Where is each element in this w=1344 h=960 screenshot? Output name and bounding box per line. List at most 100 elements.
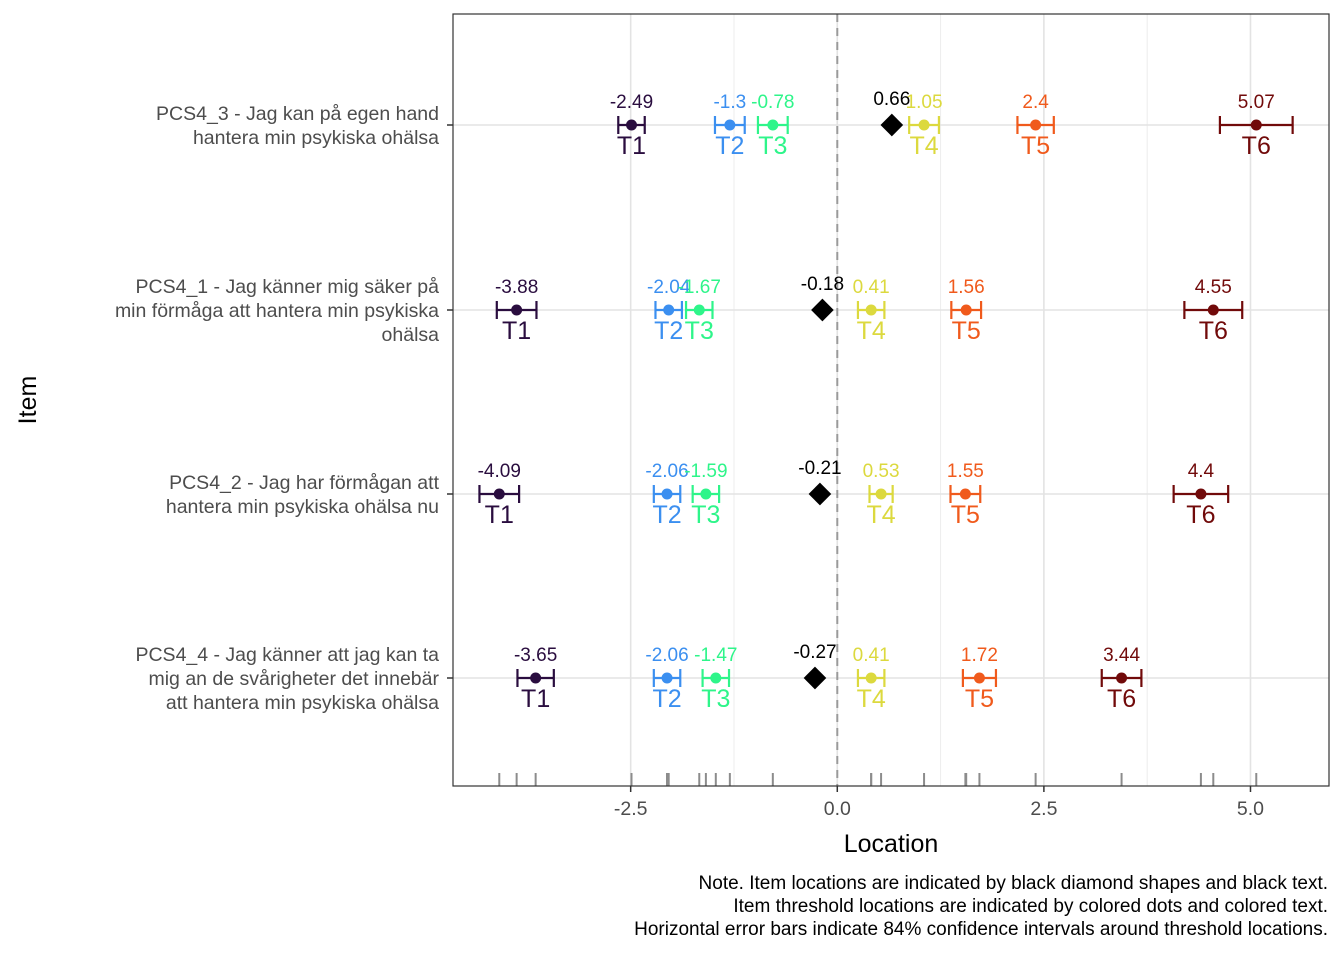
threshold-name-label: T1 [617, 132, 646, 160]
x-tick-label: 0.0 [824, 798, 851, 820]
threshold-point [1250, 119, 1262, 131]
y-tick-label: PCS4_1 - Jag känner mig säker på [136, 276, 440, 298]
note-line-2: Item threshold locations are indicated b… [733, 896, 1328, 917]
threshold-value-label: 3.44 [1103, 645, 1140, 666]
threshold-name-label: T4 [866, 501, 895, 529]
threshold-value-label: -2.49 [610, 92, 653, 113]
threshold-name-label: T6 [1199, 317, 1228, 345]
threshold-point [530, 672, 542, 684]
threshold-point [767, 119, 779, 131]
threshold-value-label: 0.53 [863, 461, 900, 482]
y-tick-label: hantera min psykiska ohälsa [193, 127, 439, 149]
threshold-name-label: T2 [715, 132, 744, 160]
item-location-label: -0.27 [793, 642, 836, 663]
item-location-diamond [811, 298, 834, 322]
y-axis-title: Item [14, 376, 42, 425]
threshold-point [511, 304, 523, 316]
item-location-label: -0.18 [801, 274, 844, 295]
threshold-value-label: -3.65 [514, 645, 557, 666]
threshold-name-label: T6 [1242, 132, 1271, 160]
threshold-value-label: 4.55 [1195, 277, 1232, 298]
threshold-value-label: -2.04 [647, 277, 691, 298]
threshold-name-label: T1 [502, 317, 531, 345]
threshold-value-label: -4.09 [478, 461, 521, 482]
y-tick-label: PCS4_3 - Jag kan på egen hand [156, 103, 439, 125]
note-line-3: Horizontal error bars indicate 84% confi… [634, 919, 1328, 940]
threshold-value-label: 0.41 [853, 277, 890, 298]
chart-notes: Note. Item locations are indicated by bl… [634, 872, 1328, 941]
threshold-name-label: T4 [909, 132, 938, 160]
y-tick-label: hantera min psykiska ohälsa nu [166, 496, 439, 518]
item-location-diamond [808, 482, 832, 506]
threshold-name-label: T5 [952, 317, 981, 345]
threshold-point [959, 488, 971, 500]
note-line-1: Note. Item locations are indicated by bl… [698, 873, 1328, 894]
threshold-point [1195, 488, 1207, 500]
x-tick-label: 2.5 [1030, 798, 1057, 820]
threshold-point [875, 488, 887, 500]
threshold-name-label: T4 [857, 317, 886, 345]
threshold-value-label: 1.05 [906, 92, 943, 113]
threshold-value-label: -3.88 [495, 277, 538, 298]
threshold-value-label: -1.47 [694, 645, 737, 666]
threshold-point [973, 672, 985, 684]
threshold-value-label: 0.41 [853, 645, 890, 666]
y-tick-label: att hantera min psykiska ohälsa [166, 692, 439, 714]
threshold-point [1030, 119, 1042, 131]
x-axis-title: Location [844, 830, 939, 858]
threshold-point [865, 672, 877, 684]
threshold-value-label: -1.59 [684, 461, 727, 482]
threshold-name-label: T4 [857, 685, 886, 713]
threshold-name-label: T5 [951, 501, 980, 529]
threshold-point [724, 119, 736, 131]
threshold-point [710, 672, 722, 684]
y-tick-label: PCS4_4 - Jag känner att jag kan ta [135, 644, 439, 666]
threshold-point [661, 672, 673, 684]
threshold-point [626, 119, 638, 131]
y-tick-label: min förmåga att hantera min psykiska [115, 300, 439, 322]
threshold-value-label: -0.78 [751, 92, 794, 113]
y-tick-label: ohälsa [382, 324, 440, 346]
threshold-point [1116, 672, 1128, 684]
threshold-point [865, 304, 877, 316]
y-tick-label: PCS4_2 - Jag har förmågan att [169, 472, 439, 494]
x-tick-label: -2.5 [614, 798, 648, 820]
item-location-diamond [803, 666, 827, 690]
threshold-value-label: 1.55 [947, 461, 984, 482]
threshold-name-label: T3 [691, 501, 720, 529]
threshold-value-label: 1.72 [961, 645, 998, 666]
threshold-value-label: 5.07 [1238, 92, 1275, 113]
threshold-name-label: T3 [701, 685, 730, 713]
threshold-name-label: T2 [654, 317, 683, 345]
threshold-name-label: T6 [1107, 685, 1136, 713]
threshold-name-label: T5 [1021, 132, 1050, 160]
threshold-value-label: -2.06 [645, 645, 688, 666]
threshold-name-label: T5 [965, 685, 994, 713]
threshold-name-label: T3 [685, 317, 714, 345]
threshold-point [960, 304, 972, 316]
threshold-value-label: -2.06 [645, 461, 688, 482]
y-tick-label: mig an de svårigheter det innebär [148, 668, 439, 690]
plot-panel [453, 14, 1329, 786]
threshold-name-label: T2 [652, 685, 681, 713]
threshold-point [693, 304, 705, 316]
threshold-name-label: T1 [521, 685, 550, 713]
plot-border [452, 13, 1330, 787]
threshold-value-label: -1.3 [713, 92, 746, 113]
threshold-value-label: 4.4 [1188, 461, 1215, 482]
threshold-name-label: T6 [1186, 501, 1215, 529]
item-location-label: 0.66 [873, 89, 910, 110]
item-location-label: -0.21 [798, 458, 841, 479]
threshold-name-label: T3 [758, 132, 787, 160]
threshold-point [918, 119, 930, 131]
threshold-point [1207, 304, 1219, 316]
x-tick-label: 5.0 [1237, 798, 1264, 820]
threshold-point [663, 304, 675, 316]
threshold-point [700, 488, 712, 500]
threshold-point [493, 488, 505, 500]
threshold-name-label: T1 [485, 501, 514, 529]
threshold-point [661, 488, 673, 500]
dot-plot-chart: -2.49 T1 -1.3 T2 -0.78 T3 1.05 T4 2.4 T5 5.07 T6 0.6… [14, 13, 1330, 858]
threshold-value-label: 2.4 [1022, 92, 1049, 113]
threshold-name-label: T2 [652, 501, 681, 529]
